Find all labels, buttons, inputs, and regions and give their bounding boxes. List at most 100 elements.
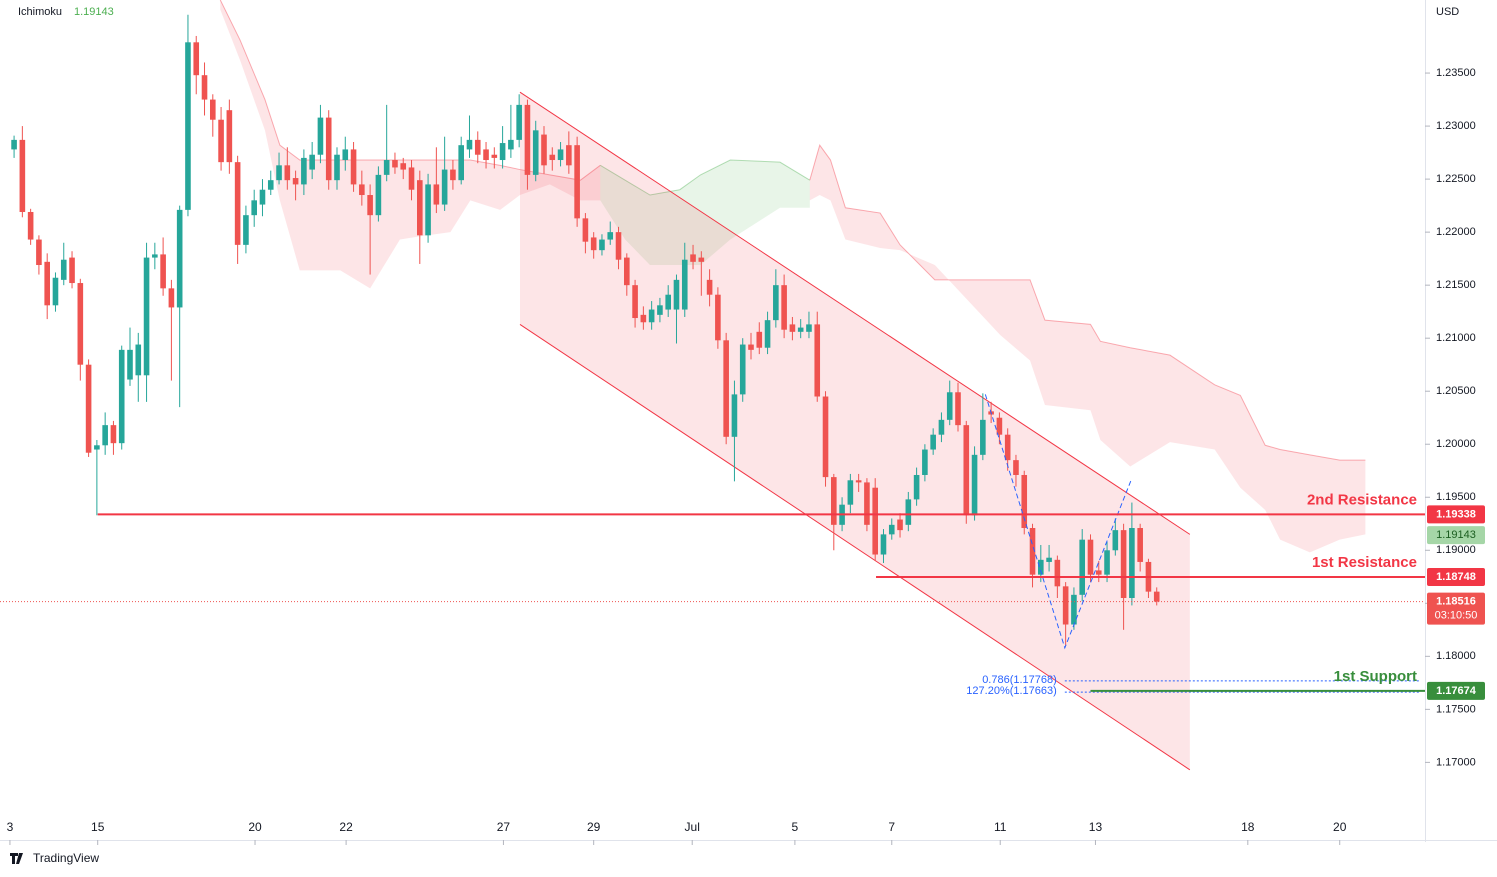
candle-body bbox=[756, 331, 763, 348]
candle-body bbox=[325, 117, 332, 181]
candle-body bbox=[1038, 559, 1044, 575]
candle-body bbox=[276, 165, 282, 181]
candle-body bbox=[1153, 591, 1160, 602]
indicator-value: 1.19143 bbox=[74, 6, 114, 18]
candle-body bbox=[1046, 557, 1052, 562]
y-tick-label: 1.20000 bbox=[1436, 438, 1476, 450]
candle-body bbox=[36, 239, 42, 266]
candle-body bbox=[483, 149, 489, 161]
level-name: 1st Resistance bbox=[1312, 554, 1417, 571]
level-tag-label: 1.17674 bbox=[1436, 685, 1477, 697]
indicator-tag-label: 1.19143 bbox=[1436, 529, 1476, 541]
candle-body bbox=[955, 392, 961, 426]
candle-body bbox=[77, 283, 84, 365]
candle-body bbox=[317, 117, 324, 155]
candle-body bbox=[27, 211, 34, 240]
candle-body bbox=[930, 434, 936, 450]
y-tick-label: 1.21000 bbox=[1436, 332, 1476, 344]
candle-body bbox=[607, 232, 614, 240]
candle-body bbox=[309, 154, 315, 170]
candle-body bbox=[632, 285, 638, 319]
candle-body bbox=[681, 259, 688, 310]
candle-body bbox=[1129, 528, 1135, 599]
candle-body bbox=[292, 178, 299, 185]
candle-body bbox=[673, 279, 680, 310]
candle-body bbox=[226, 110, 233, 163]
candle-body bbox=[690, 254, 696, 262]
level-tag bbox=[1427, 505, 1485, 524]
candle-body bbox=[1087, 539, 1094, 575]
currency: USD bbox=[1436, 6, 1459, 18]
candle-body bbox=[118, 349, 125, 444]
candle-body bbox=[1013, 460, 1019, 475]
candle-body bbox=[922, 449, 928, 475]
candle-body bbox=[400, 163, 407, 170]
x-tick-label: 13 bbox=[1089, 820, 1103, 834]
fib-label: 0.786(1.17768) bbox=[982, 674, 1057, 686]
candle-body bbox=[557, 149, 564, 161]
candle-body bbox=[1054, 559, 1061, 587]
candle-body bbox=[383, 160, 390, 175]
x-tick-label: 18 bbox=[1241, 820, 1255, 834]
overlay-layer: 0.786(1.17768)127.20%(1.17663) 2nd Resist… bbox=[0, 394, 1425, 697]
candle-body bbox=[864, 482, 870, 525]
candle-body bbox=[706, 279, 713, 295]
candle-body bbox=[85, 364, 92, 453]
candle-body bbox=[566, 145, 572, 166]
candle-body bbox=[441, 169, 448, 205]
y-tick-label: 1.17500 bbox=[1436, 703, 1476, 715]
candle-body bbox=[938, 419, 945, 435]
candle-body bbox=[880, 534, 887, 555]
channel-lower bbox=[519, 323, 1191, 771]
x-tick-label: 22 bbox=[339, 820, 353, 834]
candle-body bbox=[1120, 530, 1127, 599]
candle-body bbox=[946, 392, 953, 420]
candle-body bbox=[723, 340, 729, 437]
x-tick-label: 27 bbox=[497, 820, 511, 834]
candle-body bbox=[781, 285, 787, 330]
candle-body bbox=[715, 294, 721, 341]
candle-body bbox=[44, 261, 50, 306]
candle-body bbox=[350, 149, 357, 185]
x-tick-label: 15 bbox=[91, 820, 105, 834]
level-name: 1st Support bbox=[1334, 668, 1417, 685]
y-tick-label: 1.23000 bbox=[1436, 120, 1476, 132]
candle-body bbox=[541, 134, 547, 166]
y-tick-label: 1.20500 bbox=[1436, 385, 1476, 397]
candle-body bbox=[19, 139, 26, 212]
candle-body bbox=[872, 487, 879, 555]
candle-body bbox=[888, 524, 895, 535]
candle-body bbox=[284, 165, 291, 181]
cloud-area bbox=[220, 0, 601, 289]
candle-body bbox=[102, 425, 108, 446]
candle-body bbox=[822, 396, 829, 478]
cloud-span-a bbox=[809, 144, 1366, 461]
candle-body bbox=[60, 259, 67, 280]
y-tick-label: 1.21500 bbox=[1436, 279, 1476, 291]
candle-body bbox=[359, 184, 365, 196]
candle-body bbox=[301, 157, 307, 185]
candle-body bbox=[615, 232, 622, 260]
candle-body bbox=[806, 324, 812, 332]
candle-body bbox=[789, 324, 796, 332]
candle-body bbox=[135, 344, 142, 376]
candle-body bbox=[648, 309, 655, 323]
candle-body bbox=[127, 349, 133, 380]
y-tick-label: 1.19500 bbox=[1436, 491, 1476, 503]
candle-body bbox=[764, 320, 771, 348]
fib-label: 127.20%(1.17663) bbox=[966, 685, 1057, 697]
candle-body bbox=[176, 209, 183, 308]
candle-body bbox=[748, 344, 754, 350]
y-tick-label: 1.18000 bbox=[1436, 650, 1476, 662]
candle-body bbox=[814, 324, 821, 397]
x-tick-label: 20 bbox=[1333, 820, 1347, 834]
candle-body bbox=[574, 145, 580, 219]
x-tick-label: 7 bbox=[888, 820, 895, 834]
y-tick-label: 1.23500 bbox=[1436, 67, 1476, 79]
candle-body bbox=[971, 454, 978, 516]
indicator-tag bbox=[1427, 526, 1485, 545]
candle-body bbox=[425, 184, 431, 236]
candle-body bbox=[582, 218, 589, 242]
